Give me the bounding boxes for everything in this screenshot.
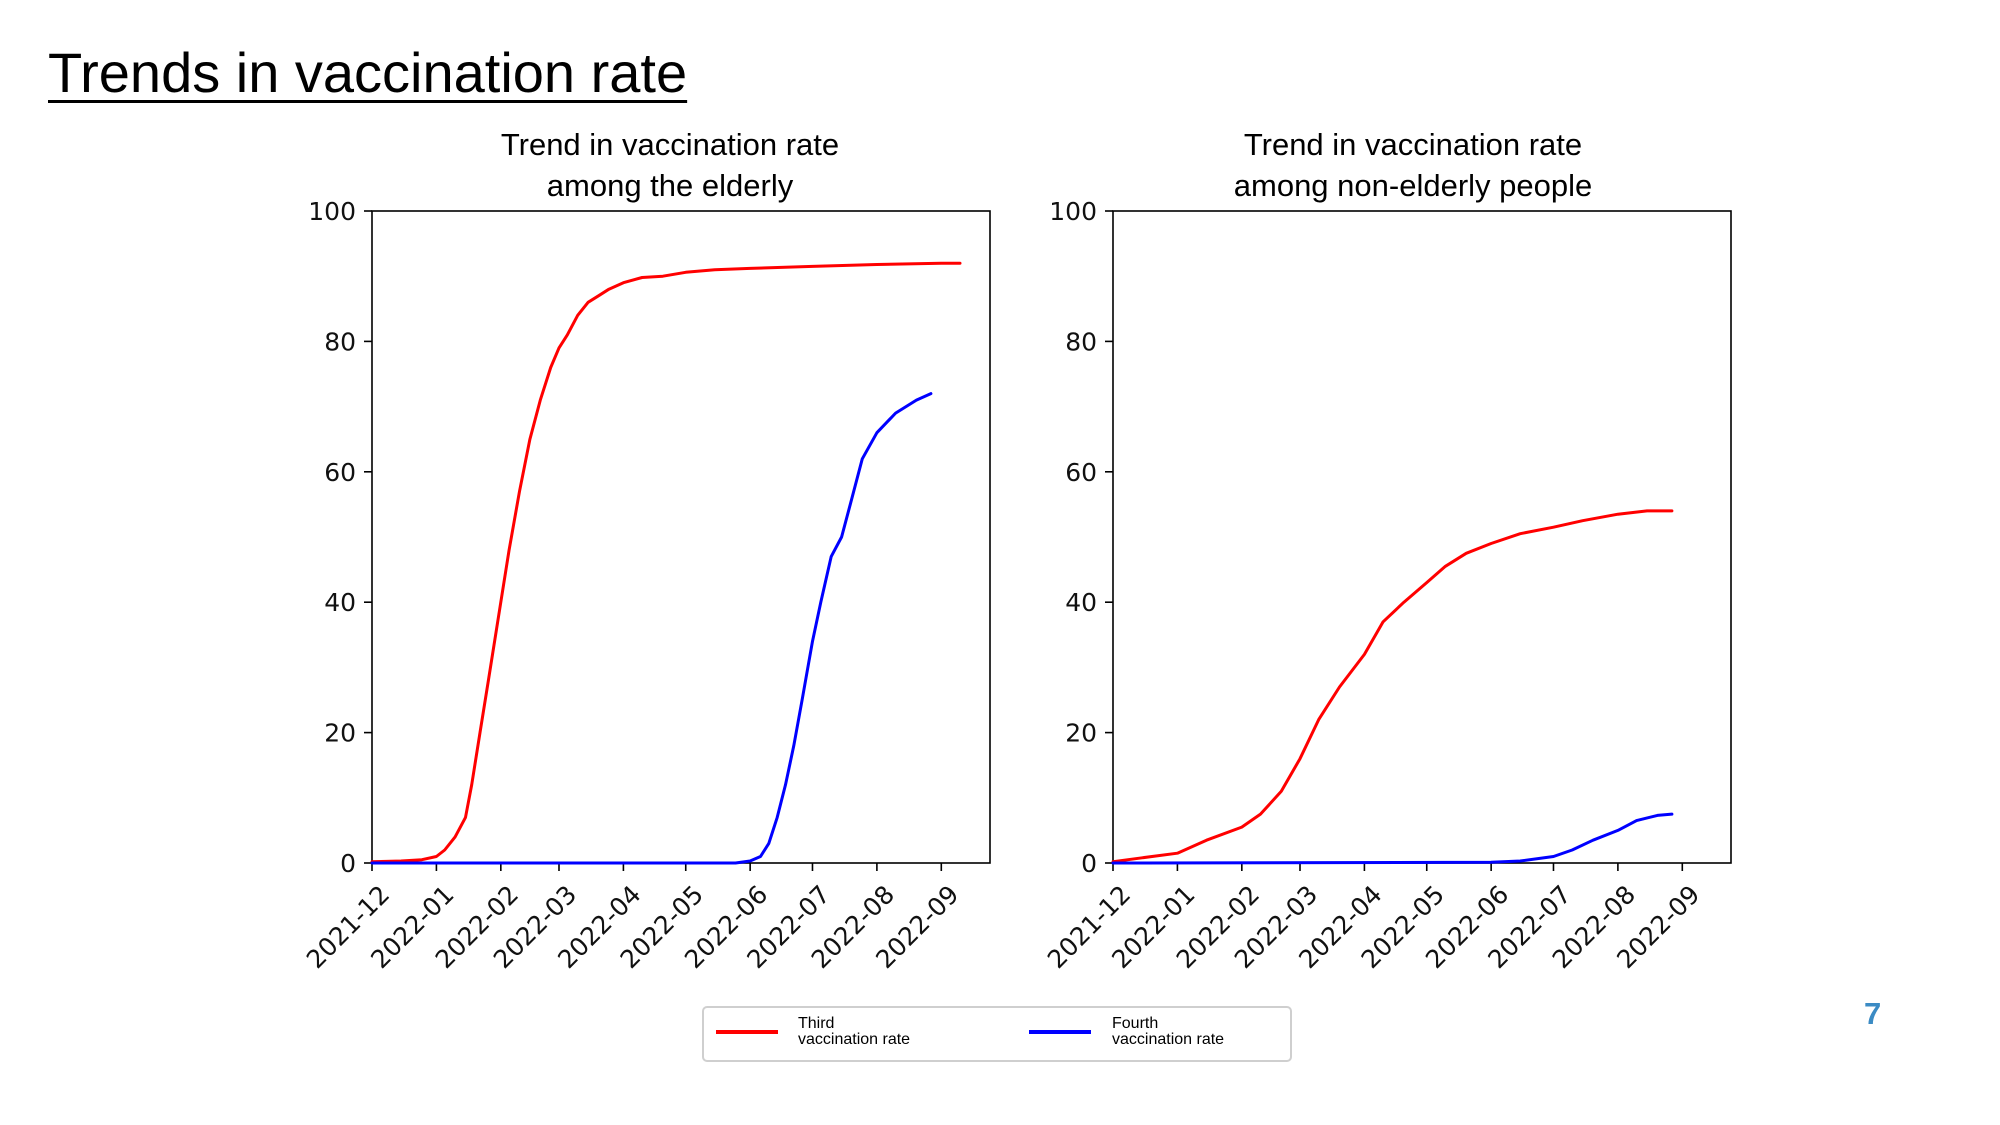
chart-title-line1: Trend in vaccination rate: [500, 127, 840, 162]
legend-third-line2: vaccination rate: [798, 1031, 911, 1048]
chart-title-line1: Trend in vaccination rate: [1243, 127, 1583, 162]
chart-title-elderly: Trend in vaccination rate among the elde…: [360, 124, 980, 206]
legend-third-swatch: [716, 1030, 778, 1034]
legend-fourth-line2: vaccination rate: [1112, 1031, 1225, 1048]
y-tick-label: 20: [1065, 719, 1097, 748]
plot-frame: [371, 210, 991, 864]
y-tick-label: 40: [324, 588, 356, 617]
chart-legend: Third vaccination rate Fourth vaccinatio…: [702, 1006, 1292, 1062]
y-tick-label: 80: [324, 327, 356, 356]
y-tick-label: 100: [308, 197, 356, 226]
legend-third-line1: Third: [798, 1015, 835, 1032]
legend-third-label: Third vaccination rate: [798, 1016, 978, 1048]
y-tick-label: 60: [1065, 458, 1097, 487]
third-vaccination-line: [1111, 509, 1674, 864]
fourth-vaccination-line: [370, 392, 933, 865]
y-tick-label: 40: [1065, 588, 1097, 617]
legend-fourth-swatch: [1029, 1030, 1091, 1034]
chart-title-line2: among the elderly: [546, 168, 794, 203]
plot-frame: [1112, 210, 1732, 864]
y-tick-label: 60: [324, 458, 356, 487]
legend-fourth-label: Fourth vaccination rate: [1112, 1016, 1292, 1048]
y-tick-label: 80: [1065, 327, 1097, 356]
y-tick-label: 0: [1081, 849, 1097, 878]
fourth-vaccination-line: [1111, 812, 1674, 865]
y-tick-label: 0: [340, 849, 356, 878]
chart-title-non-elderly: Trend in vaccination rate among non-elde…: [1103, 124, 1723, 206]
third-vaccination-line: [370, 261, 962, 864]
y-tick-label: 20: [324, 719, 356, 748]
page-number: 7: [1864, 996, 1882, 1031]
chart-title-line2: among non-elderly people: [1233, 168, 1593, 203]
y-tick-label: 100: [1049, 197, 1097, 226]
legend-fourth-line1: Fourth: [1112, 1015, 1159, 1032]
slide-title: Trends in vaccination rate: [48, 41, 688, 104]
